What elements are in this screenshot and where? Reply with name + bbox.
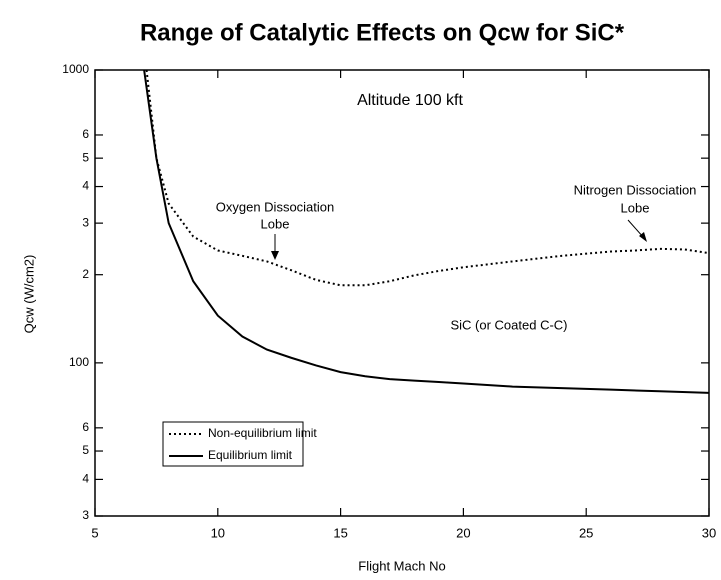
- y-tick-label: 2: [82, 267, 89, 281]
- y-axis-label: Qcw (W/cm2): [21, 255, 36, 334]
- y-tick-label: 1000: [62, 62, 89, 76]
- annotation: SiC (or Coated C-C): [450, 317, 567, 332]
- y-tick-label: 3: [82, 508, 89, 522]
- x-tick-label: 20: [456, 525, 470, 540]
- arrow-head: [639, 232, 647, 242]
- y-tick-label: 6: [82, 420, 89, 434]
- annotation: Altitude 100 kft: [357, 92, 463, 109]
- chart-title: Range of Catalytic Effects on Qcw for Si…: [140, 19, 625, 46]
- y-tick-label: 4: [82, 179, 89, 193]
- annotation: Lobe: [621, 200, 650, 215]
- legend-box: [162, 421, 304, 467]
- annotation: Lobe: [261, 216, 290, 231]
- x-tick-label: 5: [91, 525, 98, 540]
- annotation: Nitrogen Dissociation: [574, 182, 697, 197]
- y-tick-label: 6: [82, 127, 89, 141]
- line-series: [143, 69, 710, 394]
- y-tick-label: 5: [82, 150, 89, 164]
- x-tick-label: 10: [211, 525, 225, 540]
- legend-label: Non-equilibrium limit: [208, 426, 317, 440]
- y-tick-label: 3: [82, 215, 89, 229]
- y-tick-label: 4: [82, 472, 89, 486]
- line-series: [145, 69, 710, 287]
- x-axis-label: Flight Mach No: [358, 558, 445, 573]
- plot-frame: [94, 69, 710, 517]
- x-tick-label: 25: [579, 525, 593, 540]
- x-tick-label: 15: [333, 525, 347, 540]
- y-tick-label: 5: [82, 443, 89, 457]
- legend-label: Equilibrium limit: [208, 448, 293, 462]
- x-tick-label: 30: [702, 525, 716, 540]
- arrow-head: [271, 251, 279, 260]
- annotation: Oxygen Dissociation: [216, 199, 335, 214]
- y-tick-label: 100: [69, 355, 89, 369]
